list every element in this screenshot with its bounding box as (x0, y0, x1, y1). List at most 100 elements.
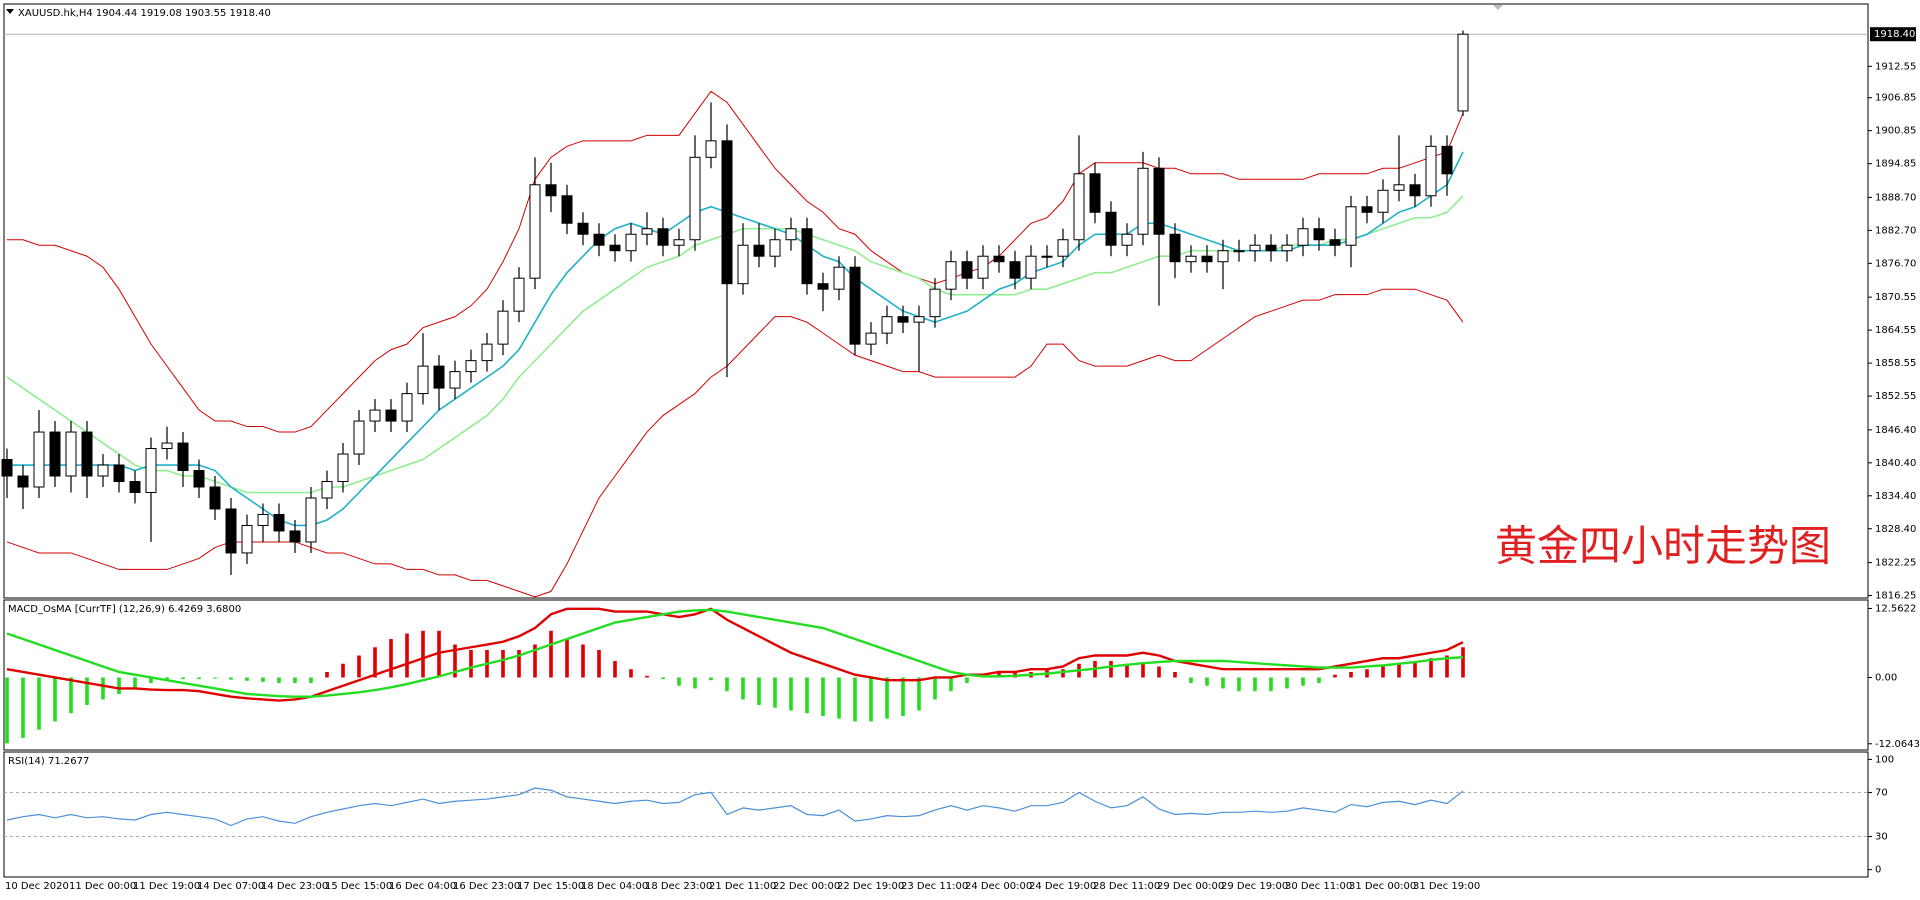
x-tick-label: 11 Dec 00:00 (69, 881, 136, 892)
y-tick-label: 1894.85 (1875, 159, 1916, 170)
histogram-bar (69, 677, 73, 714)
histogram-bar (597, 650, 601, 678)
histogram-bar (213, 677, 217, 679)
histogram-bar (1333, 674, 1337, 678)
candle-body (1233, 250, 1245, 253)
histogram-bar (789, 677, 793, 711)
x-tick-label: 14 Dec 23:00 (261, 881, 328, 892)
candle-body (353, 420, 365, 455)
candle-body (49, 431, 61, 477)
candle-body (1441, 145, 1453, 175)
histogram-bar (293, 677, 297, 683)
candle-body (1121, 233, 1133, 246)
histogram-bar (821, 677, 825, 716)
macd-line (6, 608, 1464, 698)
candle-body (481, 343, 493, 362)
histogram-bar (389, 639, 393, 678)
histogram-bar (677, 677, 681, 686)
histogram-bar (517, 650, 521, 678)
histogram-bar (373, 647, 377, 678)
y-tick-label: 100 (1875, 754, 1894, 765)
histogram-bar (1317, 677, 1321, 683)
histogram-bar (133, 677, 137, 689)
x-tick-label: 14 Dec 07:00 (197, 881, 264, 892)
y-tick-label: 1834.40 (1875, 491, 1916, 502)
histogram-bar (1365, 669, 1369, 678)
candle-body (337, 453, 349, 483)
histogram-bar (1173, 671, 1177, 678)
candle-body (513, 277, 525, 312)
histogram-bar (453, 644, 457, 678)
candle-body (1249, 244, 1261, 252)
panel-frame (3, 599, 1869, 751)
candle-body (1393, 184, 1405, 191)
candle-body (849, 266, 861, 345)
indicator-line (7, 90, 1464, 433)
histogram-bar (805, 677, 809, 714)
histogram-bar (725, 677, 729, 692)
x-tick-label: 16 Dec 04:00 (389, 881, 456, 892)
y-tick-label: -12.0643 (1875, 739, 1920, 750)
candle-body (945, 261, 957, 290)
histogram-bar (1301, 677, 1305, 686)
annotation: 黄金四小时走势图 (1495, 524, 1831, 571)
candle-body (401, 393, 413, 422)
histogram-bar (1141, 663, 1145, 678)
y-tick-label: 12.5622 (1875, 603, 1916, 614)
x-tick-label: 23 Dec 11:00 (901, 881, 968, 892)
histogram-bar (325, 671, 329, 678)
candle-body (321, 481, 333, 499)
candle-body (1169, 233, 1181, 263)
histogram-bar (149, 677, 153, 683)
candle-body (1217, 250, 1229, 263)
x-tick-label: 21 Dec 11:00 (709, 881, 776, 892)
histogram-bar (1285, 677, 1289, 689)
candle-body (225, 508, 237, 554)
histogram-bar (1253, 677, 1257, 692)
candle-body (929, 288, 941, 318)
y-tick-label: 1852.55 (1875, 391, 1916, 402)
histogram-bar (757, 677, 761, 705)
candle-body (17, 475, 29, 488)
candle-body (881, 316, 893, 334)
histogram-bar (421, 630, 425, 678)
candle-body (145, 448, 157, 493)
x-tick-label: 29 Dec 00:00 (1157, 881, 1224, 892)
y-tick-label: 1876.70 (1875, 258, 1916, 269)
histogram-bar (1061, 669, 1065, 678)
panel-title: XAUUSD.hk,H4 1904.44 1919.08 1903.55 191… (18, 8, 271, 19)
candle-body (657, 228, 669, 246)
histogram-bar (1269, 677, 1273, 692)
indicator-line (7, 151, 1464, 527)
histogram-bar (581, 644, 585, 678)
histogram-bar (901, 677, 905, 716)
histogram-bar (1397, 663, 1401, 678)
candle-body (577, 222, 589, 235)
candle-body (1297, 228, 1309, 246)
candle-body (1105, 211, 1117, 246)
histogram-bar (1381, 666, 1385, 678)
candle-body (257, 513, 269, 526)
candle-body (33, 431, 45, 488)
y-tick-label: 1858.55 (1875, 358, 1916, 369)
histogram-bar (181, 677, 185, 680)
histogram-bar (869, 677, 873, 722)
candle-body (689, 156, 701, 241)
candle-body (705, 140, 717, 158)
x-tick-label: 22 Dec 00:00 (773, 881, 840, 892)
y-tick-label: 1828.40 (1875, 524, 1916, 535)
histogram-bar (949, 677, 953, 692)
candle-body (1361, 206, 1373, 213)
x-tick-label: 31 Dec 19:00 (1413, 881, 1480, 892)
candle-body (769, 239, 781, 257)
histogram-bar (1413, 660, 1417, 678)
histogram-bar (613, 660, 617, 678)
histogram-bar (309, 677, 313, 683)
candle-body (529, 184, 541, 279)
x-tick-label: 24 Dec 19:00 (1029, 881, 1096, 892)
y-tick-label: 1864.55 (1875, 325, 1916, 336)
y-tick-label: 70 (1875, 787, 1888, 798)
candle-body (641, 228, 653, 235)
candle-body (113, 464, 125, 483)
